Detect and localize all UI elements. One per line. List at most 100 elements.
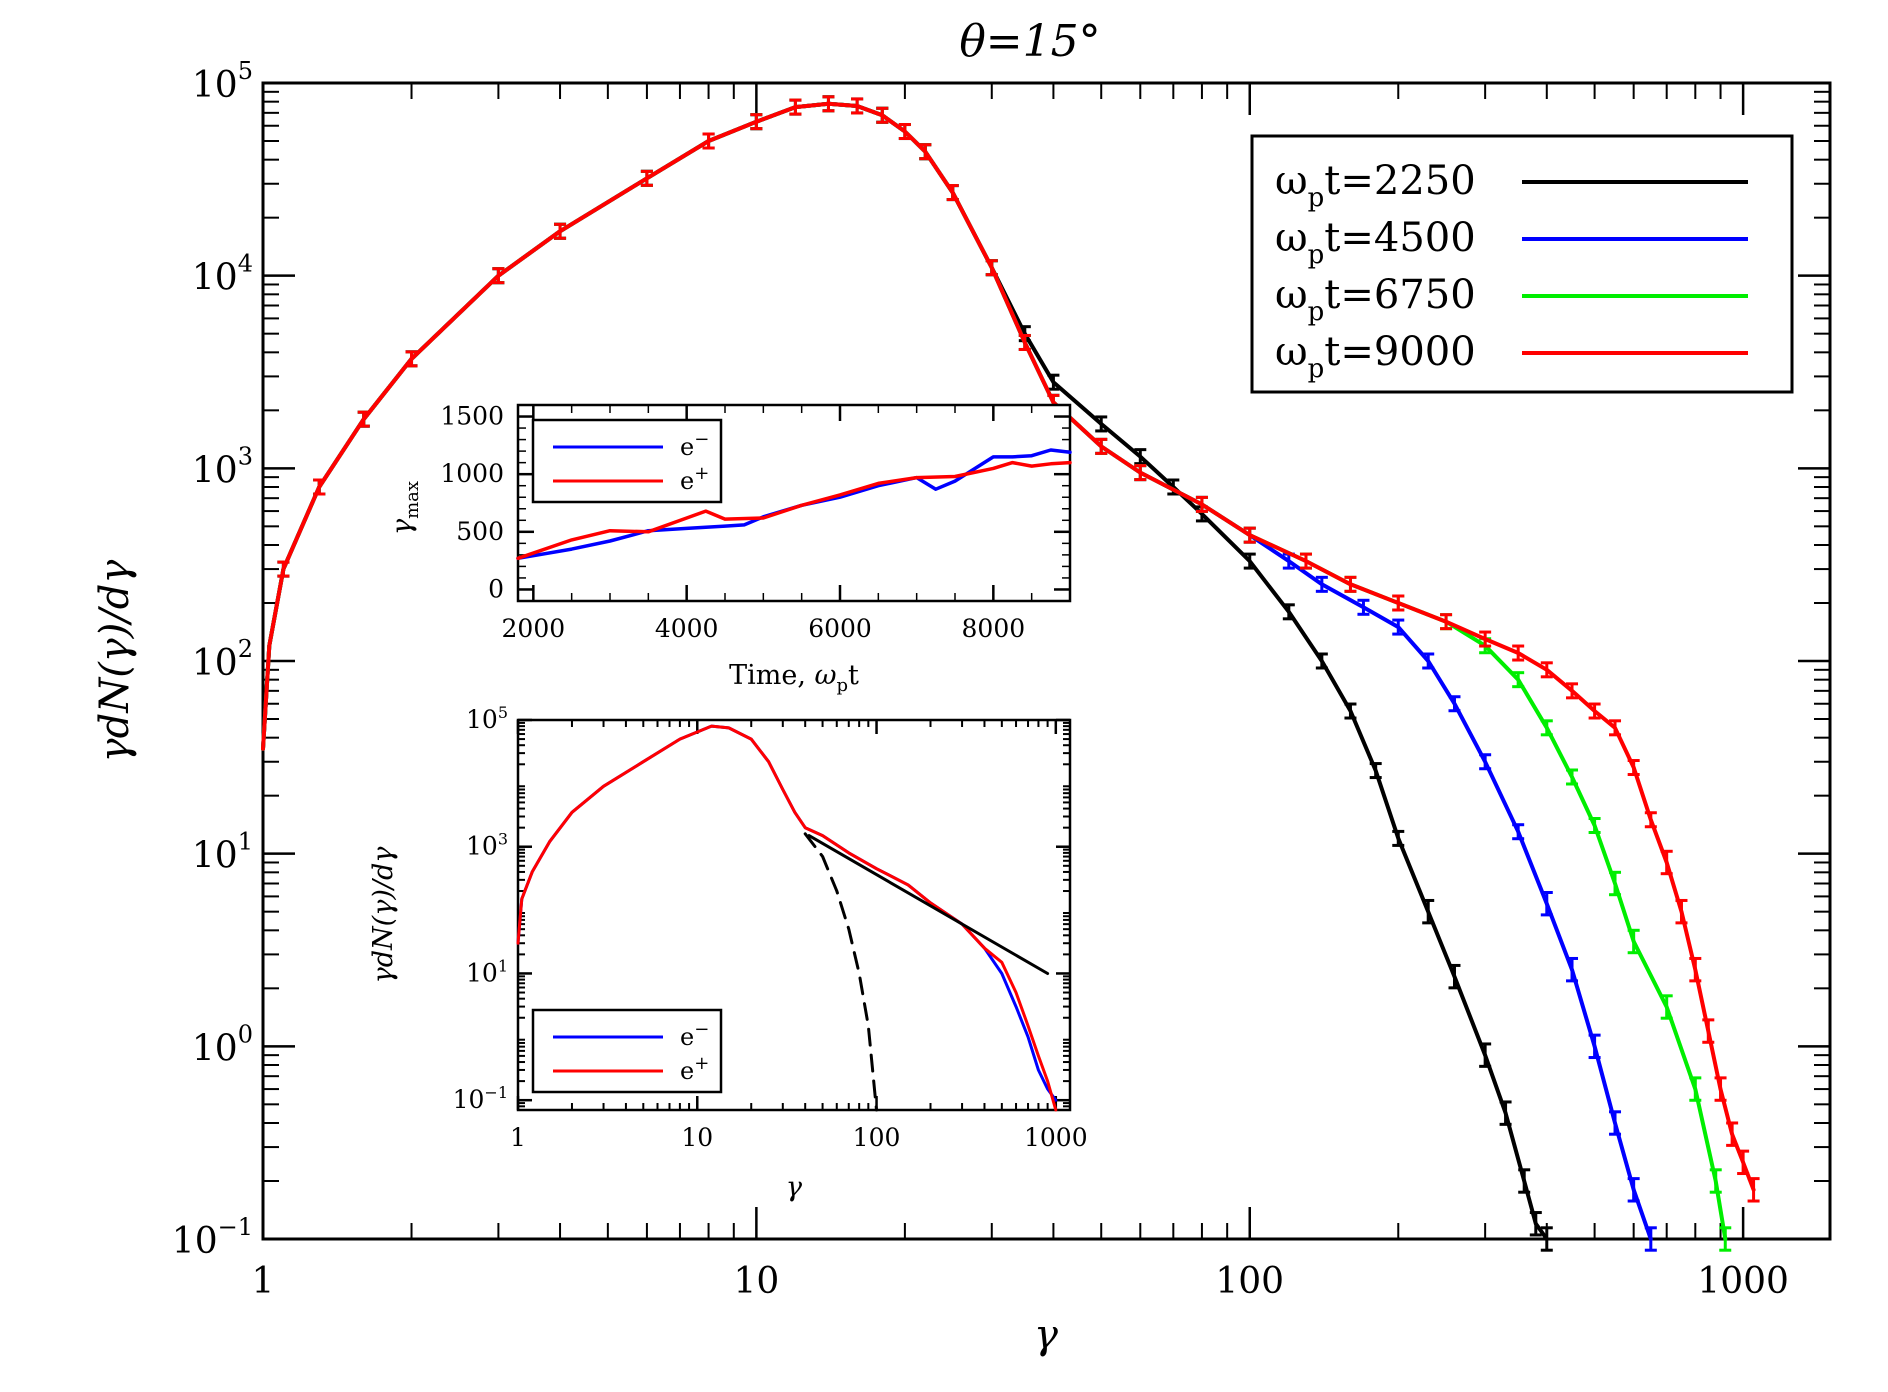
x-tick-label-4000: 4000 bbox=[655, 614, 719, 643]
inset-top-legend-box bbox=[531, 418, 723, 504]
x-tick-label-1: 1 bbox=[252, 1261, 275, 1302]
inset-top-x-axis-label: Time, ωpt bbox=[729, 660, 859, 696]
errorbar-pt-9000 bbox=[1747, 1177, 1760, 1203]
main-x-tick-labels: 1 10 100 1000 bbox=[252, 1261, 1789, 1302]
errorbar-pt-6750 bbox=[1566, 768, 1579, 786]
errorbar-pt-6750 bbox=[1709, 1168, 1722, 1194]
errorbar-pt-2250 bbox=[1047, 373, 1060, 391]
errorbar-pt-9000 bbox=[985, 259, 998, 277]
y-tick-label: 101 bbox=[192, 828, 253, 877]
main-y-tick-labels: 10−1 100 101 102 103 104 105 bbox=[172, 57, 253, 1262]
inset-bottom-x-tick-labels: 1 10 100 1000 bbox=[510, 1123, 1088, 1152]
errorbar-pt-9000 bbox=[1243, 526, 1256, 544]
chart-title: θ=15° bbox=[959, 16, 1100, 67]
inset-top-x-tick-labels: 2000 4000 6000 8000 bbox=[502, 614, 1026, 643]
errorbar-pt-4500 bbox=[1479, 753, 1492, 771]
errorbar-pt-9000 bbox=[1588, 702, 1601, 720]
x-tick-label-6000: 6000 bbox=[808, 614, 872, 643]
errorbar-pt-6750 bbox=[1660, 994, 1673, 1020]
inset-top-y-axis-label: γmax bbox=[387, 481, 423, 535]
legend-label-e: e+ bbox=[680, 1053, 709, 1085]
errorbar-pt-2250 bbox=[1134, 448, 1147, 466]
errorbar-pt-2250 bbox=[1479, 1042, 1492, 1068]
errorbar-pt-6750 bbox=[1609, 870, 1622, 897]
errorbar-pt-9000 bbox=[1479, 630, 1492, 648]
errorbar-pt-9000 bbox=[1660, 849, 1673, 876]
x-tick-label-100: 100 bbox=[1215, 1261, 1284, 1302]
errorbar-pt-2250 bbox=[1243, 552, 1256, 570]
main-plot-area: 1 10 100 1000 10−1 100 101 102 103 104 105 γ γdN(… bbox=[92, 57, 1832, 1358]
y-tick-label: 103 bbox=[466, 830, 508, 861]
errorbar-pt-9000 bbox=[750, 113, 763, 131]
errorbar-pt-2250 bbox=[1344, 702, 1357, 720]
errorbar-pt-4500 bbox=[1357, 598, 1370, 616]
legend-label-e: e+ bbox=[680, 463, 709, 495]
legend-label-e: e− bbox=[680, 1019, 709, 1051]
main-x-axis-label: γ bbox=[1034, 1312, 1058, 1358]
inset-top-legend: e−e+ bbox=[531, 418, 723, 504]
errorbar-pt-9000 bbox=[554, 222, 567, 240]
x-tick-label-10: 10 bbox=[733, 1261, 779, 1302]
inset-top-series-group bbox=[516, 448, 1072, 561]
errorbar-pt-2250 bbox=[1282, 603, 1295, 621]
errorbar-pt-4500 bbox=[1512, 823, 1525, 841]
inset-top-y-tick-labels: 0 500 1000 1500 bbox=[440, 402, 504, 604]
y-tick-label: 102 bbox=[192, 635, 253, 684]
y-tick-label: 101 bbox=[466, 956, 508, 987]
errorbar-pt-9000 bbox=[1540, 661, 1553, 679]
errorbar-pt-9000 bbox=[1702, 1018, 1715, 1044]
x-tick-label-2000: 2000 bbox=[502, 614, 566, 643]
errorbar-pt-6750 bbox=[1719, 1226, 1732, 1252]
errorbar-pt-9000 bbox=[640, 169, 653, 187]
inset-top-axis-ticks bbox=[518, 404, 1071, 601]
errorbar-pt-9000 bbox=[851, 97, 864, 115]
main-series-group bbox=[261, 95, 1760, 1252]
inset-bottom-y-axis-label: γdN(γ)/dγ bbox=[368, 846, 399, 984]
errorbar-pt-9000 bbox=[1609, 719, 1622, 737]
errorbar-pt-9000 bbox=[492, 267, 505, 285]
errorbar-pt-4500 bbox=[1392, 618, 1405, 636]
errorbar-pt-9000 bbox=[919, 143, 932, 161]
y-tick-label: 0 bbox=[488, 574, 504, 603]
errorbar-pt-9000 bbox=[946, 184, 959, 202]
inset-bottom-y-tick-labels: 10−1 101 103 105 bbox=[453, 703, 508, 1114]
errorbar-pt-9000 bbox=[1675, 898, 1688, 925]
y-tick-label: 10−1 bbox=[453, 1083, 508, 1114]
errorbar-pt-9000 bbox=[1627, 759, 1640, 777]
y-tick-label: 1500 bbox=[440, 402, 504, 431]
x-tick-label-1000: 1000 bbox=[1024, 1123, 1088, 1152]
errorbar-pt-4500 bbox=[1540, 890, 1553, 917]
y-tick-label: 104 bbox=[192, 250, 253, 299]
y-tick-label: 105 bbox=[466, 703, 508, 734]
y-tick-label: 100 bbox=[192, 1020, 253, 1069]
errorbar-pt-4500 bbox=[1566, 956, 1579, 983]
errorbar-pt-4500 bbox=[1609, 1110, 1622, 1136]
legend-label-pt-4500: ωpt=4500 bbox=[1275, 215, 1476, 270]
errorbar-pt-9000 bbox=[876, 106, 889, 124]
errorbar-pt-2250 bbox=[1540, 1226, 1553, 1252]
errorbar-pt-9000 bbox=[1644, 811, 1657, 829]
errorbar-pt-9000 bbox=[1095, 437, 1108, 455]
errorbar-pt-9000 bbox=[702, 132, 715, 150]
errorbar-pt-9000 bbox=[277, 560, 290, 578]
errorbar-pt-9000 bbox=[1344, 575, 1357, 593]
y-tick-label: 10−1 bbox=[172, 1213, 253, 1262]
errorbar-pt-6750 bbox=[1627, 928, 1640, 955]
series-e bbox=[516, 724, 1058, 1112]
errorbar-pt-4500 bbox=[1315, 575, 1328, 593]
errorbar-pt-9000 bbox=[1195, 495, 1208, 513]
errorbar-pt-9000 bbox=[1440, 613, 1453, 631]
errorbar-pt-4500 bbox=[1422, 652, 1435, 670]
errorbar-pt-9000 bbox=[1714, 1076, 1727, 1102]
errorbar-pt-9000 bbox=[1299, 552, 1312, 570]
errorbar-pt-9000 bbox=[1726, 1121, 1739, 1147]
errorbar-pt-2250 bbox=[1448, 963, 1461, 990]
main-y-axis-label: γdN(γ)/dγ bbox=[92, 560, 138, 763]
x-tick-label-1000: 1000 bbox=[1697, 1261, 1789, 1302]
errorbar-pt-2250 bbox=[1499, 1100, 1512, 1126]
inset-bottom-legend: e−e+ bbox=[531, 1008, 723, 1094]
errorbar-pt-2250 bbox=[1529, 1211, 1542, 1237]
